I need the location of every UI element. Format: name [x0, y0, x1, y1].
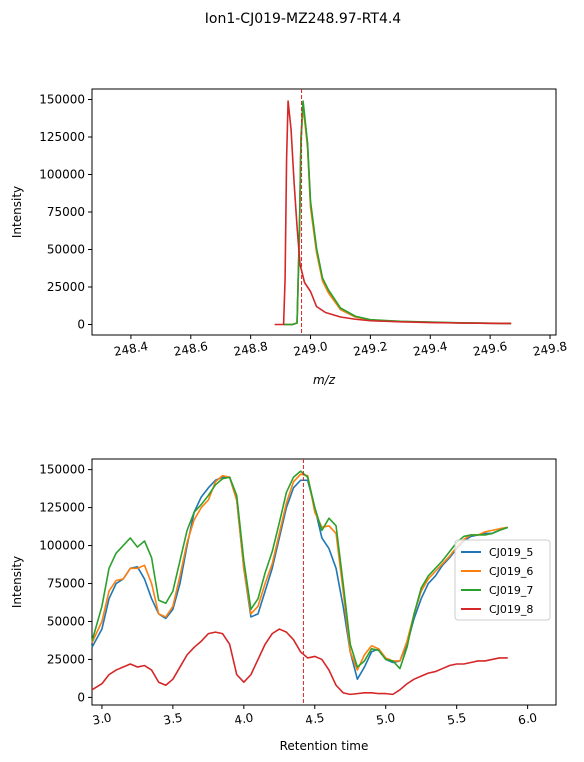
mz-x-tick-label: 249.0: [292, 339, 328, 359]
mz-y-tick-label: 125000: [39, 130, 85, 144]
mz-series-line-cj019-7: [283, 100, 512, 326]
mz-x-tick-label: 248.6: [173, 339, 209, 359]
rt-legend-label: CJ019_8: [489, 603, 533, 616]
rt-legend-label: CJ019_7: [489, 584, 533, 597]
rt-x-tick-label: 5.0: [375, 710, 396, 727]
rt-x-axis-label: Retention time: [280, 739, 369, 753]
rt-y-axis-label: Intensity: [10, 556, 24, 608]
mz-x-tick-label: 249.2: [352, 339, 388, 359]
mz-series: [274, 100, 512, 326]
rt-legend-label: CJ019_6: [489, 565, 533, 578]
rt-axes: 3.0 3.5 4.0 4.5 5.0 5.5 6.0 0 25000 50000 75000 100…: [39, 463, 538, 728]
rt-y-tick-label: 50000: [47, 614, 85, 628]
mz-x-tick-label: 249.6: [472, 339, 508, 359]
rt-legend-label: CJ019_5: [489, 546, 533, 559]
rt-y-tick-label: 25000: [47, 652, 85, 666]
mz-x-axis-label: m/z: [313, 373, 336, 387]
mz-axes: 248.4 248.6 248.8 249.0 249.2 249.4 249.6 249.8…: [39, 93, 568, 359]
rt-plot-frame: [91, 458, 557, 706]
mz-series-line-cj019-8: [274, 100, 512, 326]
rt-y-tick-label: 125000: [39, 501, 85, 515]
rt-series: [91, 470, 509, 696]
rt-x-tick-label: 3.0: [91, 710, 112, 727]
rt-x-tick-label: 6.0: [517, 710, 538, 727]
mz-y-tick-label: 0: [77, 318, 85, 332]
rt-series-line-cj019-6: [91, 473, 508, 671]
rt-series-line-cj019-8: [91, 628, 508, 696]
rt-y-tick-label: 75000: [47, 577, 85, 591]
rt-x-tick-label: 5.5: [446, 710, 467, 727]
mz-y-tick-label: 25000: [47, 280, 85, 294]
figure-title: Ion1-CJ019-MZ248.97-RT4.4: [205, 11, 402, 27]
rt-x-tick-label: 4.0: [233, 710, 254, 727]
mz-y-axis-label: Intensity: [10, 186, 24, 238]
mz-series-line-cj019-6: [283, 104, 512, 326]
rt-legend-box: [454, 539, 551, 621]
mz-y-tick-label: 100000: [39, 168, 85, 182]
mz-y-tick-label: 150000: [39, 93, 85, 107]
rt-series-line-cj019-7: [91, 470, 509, 670]
rt-legend: CJ019_5 CJ019_6 CJ019_7 CJ019_8: [454, 539, 551, 621]
mz-series-line-cj019-5: [283, 101, 512, 326]
rt-series-line-cj019-5: [91, 476, 509, 680]
mz-y-tick-label: 50000: [47, 243, 85, 257]
mz-x-tick-label: 248.8: [233, 339, 269, 359]
mz-y-tick-label: 75000: [47, 205, 85, 219]
mz-x-tick-label: 249.4: [412, 339, 448, 359]
rt-y-tick-label: 0: [77, 690, 85, 704]
rt-y-tick-label: 100000: [39, 539, 85, 553]
rt-y-tick-label: 150000: [39, 463, 85, 477]
mz-chart: 248.4 248.6 248.8 249.0 249.2 249.4 249.6 249.8…: [10, 88, 568, 387]
mz-plot-frame: [91, 88, 557, 336]
rt-x-tick-label: 4.5: [304, 710, 325, 727]
rt-x-tick-label: 3.5: [162, 710, 183, 727]
rt-chart: 3.0 3.5 4.0 4.5 5.0 5.5 6.0 0 25000 50000 75000 100…: [10, 458, 557, 753]
mz-x-tick-label: 249.8: [532, 339, 568, 359]
mz-x-tick-label: 248.4: [113, 339, 149, 359]
